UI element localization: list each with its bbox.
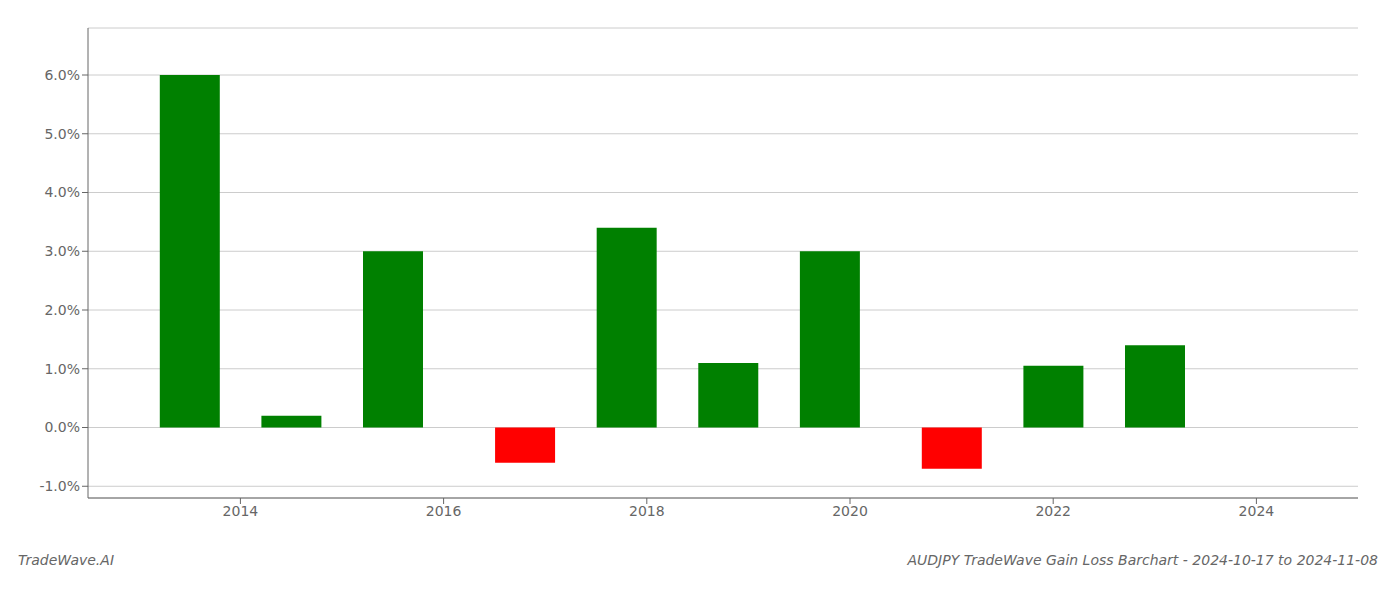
svg-text:1.0%: 1.0% — [44, 361, 80, 377]
svg-text:3.0%: 3.0% — [44, 243, 80, 259]
svg-text:2022: 2022 — [1035, 503, 1071, 519]
svg-text:2014: 2014 — [223, 503, 259, 519]
svg-text:2016: 2016 — [426, 503, 462, 519]
svg-text:-1.0%: -1.0% — [39, 478, 80, 494]
svg-text:4.0%: 4.0% — [44, 184, 80, 200]
svg-text:5.0%: 5.0% — [44, 126, 80, 142]
html-text:TradeWave.AI: TradeWave.AI — [18, 552, 114, 568]
svg-text:0.0%: 0.0% — [44, 419, 80, 435]
svg-text:6.0%: 6.0% — [44, 67, 80, 83]
svg-text:2020: 2020 — [832, 503, 868, 519]
html-text:AUDJPY TradeWave Gain Loss Bar: AUDJPY TradeWave Gain Loss Barchart - 20… — [907, 552, 1378, 568]
svg-text:2018: 2018 — [629, 503, 665, 519]
svg-text:2.0%: 2.0% — [44, 302, 80, 318]
svg-text:2024: 2024 — [1239, 503, 1275, 519]
